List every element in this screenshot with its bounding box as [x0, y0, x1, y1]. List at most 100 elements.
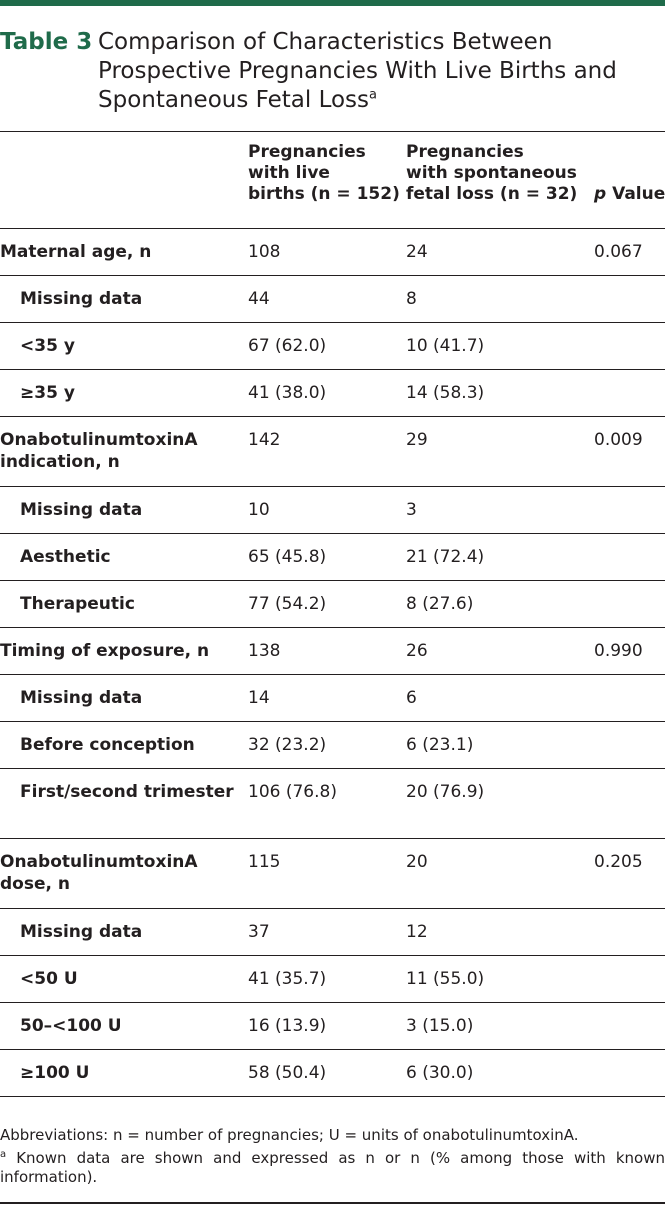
- header-fetal-loss: Pregnancies with spontaneous fetal loss (n…: [406, 142, 578, 204]
- p-value: [594, 322, 665, 369]
- known-data-note: a Known data are shown and expressed as …: [0, 1149, 665, 1186]
- live-births-value: 67 (62.0): [248, 335, 327, 356]
- fetal-loss-value: 21 (72.4): [406, 546, 485, 567]
- live-births-value: 108: [248, 241, 281, 262]
- table-row: <35 y 67 (62.0) 10 (41.7): [0, 322, 665, 369]
- row-label: Missing data: [20, 499, 143, 520]
- live-births-value: 65 (45.8): [248, 546, 327, 567]
- table-row: Missing data 14 6: [0, 674, 665, 721]
- p-value: [594, 955, 665, 1002]
- live-births-value: 14: [248, 687, 270, 708]
- fetal-loss-value: 29: [406, 429, 428, 450]
- fetal-loss-value: 20: [406, 851, 428, 872]
- comparison-table: Pregnancies with live births (n = 152) Pre…: [0, 132, 665, 1097]
- table-row: Maternal age, n 108 24 0.067: [0, 228, 665, 275]
- p-value: 0.009: [594, 429, 643, 450]
- row-label: Missing data: [20, 687, 143, 708]
- title-line-3: Spontaneous Fetal Loss: [98, 87, 370, 113]
- live-births-value: 77 (54.2): [248, 593, 327, 614]
- p-value: [594, 533, 665, 580]
- abbreviations-note: Abbreviations: n = number of pregnancies…: [0, 1126, 579, 1144]
- row-label: Missing data: [20, 921, 143, 942]
- table-row: OnabotulinumtoxinA indication, n 142 29 0.0…: [0, 416, 665, 486]
- p-value: [594, 369, 665, 416]
- table-row: Missing data 10 3: [0, 486, 665, 533]
- header-p-value: p Value: [594, 184, 665, 204]
- row-label: 50–<100 U: [20, 1015, 122, 1036]
- fetal-loss-value: 10 (41.7): [406, 335, 485, 356]
- p-value: [594, 1002, 665, 1049]
- p-value: [594, 486, 665, 533]
- fetal-loss-value: 8: [406, 288, 417, 309]
- p-value: 0.990: [594, 640, 643, 661]
- fetal-loss-value: 11 (55.0): [406, 968, 485, 989]
- table-title: Table 3 Comparison of Characteristics Be…: [0, 28, 665, 115]
- table-row: ≥100 U 58 (50.4) 6 (30.0): [0, 1049, 665, 1096]
- row-label: Before conception: [20, 734, 195, 755]
- p-value: 0.205: [594, 851, 643, 872]
- live-births-value: 106 (76.8): [248, 781, 337, 802]
- live-births-value: 32 (23.2): [248, 734, 327, 755]
- table-row: First/second trimester 106 (76.8) 20 (76.9…: [0, 768, 665, 838]
- p-value: [594, 674, 665, 721]
- live-births-value: 41 (38.0): [248, 382, 327, 403]
- table-bottom-rule: [0, 1202, 665, 1204]
- fetal-loss-value: 12: [406, 921, 428, 942]
- p-value: [594, 580, 665, 627]
- fetal-loss-value: 14 (58.3): [406, 382, 485, 403]
- title-line-2: Prospective Pregnancies With Live Births…: [98, 58, 617, 84]
- row-label: OnabotulinumtoxinA indication, n: [0, 429, 198, 472]
- fetal-loss-value: 3 (15.0): [406, 1015, 474, 1036]
- live-births-value: 44: [248, 288, 270, 309]
- fetal-loss-value: 24: [406, 241, 428, 262]
- row-label: Aesthetic: [20, 546, 111, 567]
- fetal-loss-value: 6 (23.1): [406, 734, 474, 755]
- row-label: OnabotulinumtoxinA dose, n: [0, 851, 198, 894]
- table-row: ≥35 y 41 (38.0) 14 (58.3): [0, 369, 665, 416]
- live-births-value: 16 (13.9): [248, 1015, 327, 1036]
- fetal-loss-value: 20 (76.9): [406, 781, 485, 802]
- p-value: [594, 1049, 665, 1096]
- live-births-value: 10: [248, 499, 270, 520]
- table-row: Timing of exposure, n 138 26 0.990: [0, 627, 665, 674]
- fetal-loss-value: 26: [406, 640, 428, 661]
- fetal-loss-value: 6 (30.0): [406, 1062, 474, 1083]
- row-label: Missing data: [20, 288, 143, 309]
- table-row: Aesthetic 65 (45.8) 21 (72.4): [0, 533, 665, 580]
- live-births-value: 58 (50.4): [248, 1062, 327, 1083]
- fetal-loss-value: 3: [406, 499, 417, 520]
- table-header-row: Pregnancies with live births (n = 152) Pre…: [0, 132, 665, 228]
- row-label: <50 U: [20, 968, 78, 989]
- top-accent-bar: [0, 0, 665, 6]
- table-row: Therapeutic 77 (54.2) 8 (27.6): [0, 580, 665, 627]
- fetal-loss-value: 8 (27.6): [406, 593, 474, 614]
- p-value: [594, 768, 665, 838]
- table-top-rule: [0, 131, 665, 132]
- table-label: Table 3: [0, 29, 93, 55]
- title-footnote-marker: a: [369, 87, 377, 103]
- row-label: Timing of exposure, n: [0, 640, 210, 661]
- live-births-value: 138: [248, 640, 281, 661]
- p-value: [594, 908, 665, 955]
- table-footnotes: Abbreviations: n = number of pregnancies…: [0, 1126, 665, 1187]
- fetal-loss-value: 6: [406, 687, 417, 708]
- row-label: ≥35 y: [20, 382, 75, 403]
- table-row: <50 U 41 (35.7) 11 (55.0): [0, 955, 665, 1002]
- table-row: OnabotulinumtoxinA dose, n 115 20 0.205: [0, 838, 665, 908]
- row-label: Therapeutic: [20, 593, 135, 614]
- p-value: [594, 721, 665, 768]
- row-label: ≥100 U: [20, 1062, 90, 1083]
- table-row: Missing data 44 8: [0, 275, 665, 322]
- p-value: 0.067: [594, 241, 643, 262]
- row-label: <35 y: [20, 335, 75, 356]
- row-label: First/second trimester: [20, 781, 234, 802]
- live-births-value: 142: [248, 429, 281, 450]
- table-row: 50–<100 U 16 (13.9) 3 (15.0): [0, 1002, 665, 1049]
- live-births-value: 115: [248, 851, 281, 872]
- table-row: Missing data 37 12: [0, 908, 665, 955]
- header-live-births: Pregnancies with live births (n = 152): [248, 142, 400, 204]
- header-blank: [0, 132, 248, 228]
- live-births-value: 41 (35.7): [248, 968, 327, 989]
- table-row: Before conception 32 (23.2) 6 (23.1): [0, 721, 665, 768]
- row-label: Maternal age, n: [0, 241, 152, 262]
